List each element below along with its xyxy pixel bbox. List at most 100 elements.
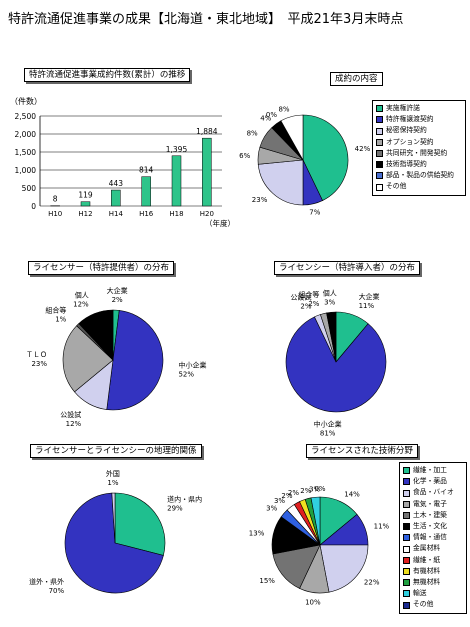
y-tick-label: 500 <box>22 184 37 193</box>
slice-percent-label: 11% <box>359 302 375 310</box>
slice-percent-label: 12% <box>73 301 89 309</box>
legend-item: 電気・電子 <box>403 499 463 510</box>
geography-title: ライセンサーとライセンシーの地理的関係 <box>30 444 202 458</box>
pie-slice <box>319 544 369 593</box>
legend-label: 金属材料 <box>413 544 441 553</box>
y-tick-label: 2,500 <box>15 112 37 121</box>
legend-item: 生活・文化 <box>403 521 463 532</box>
legend-swatch <box>403 523 410 531</box>
legend-item: 情報・通信 <box>403 532 463 543</box>
slice-percent-label: 52% <box>178 370 194 378</box>
pie-slice <box>302 114 349 201</box>
legend-label: 実施権許諾 <box>386 104 420 112</box>
legend-item: 繊維・紙 <box>403 555 463 566</box>
slice-percent-label: 6% <box>239 152 250 160</box>
slice-percent-label: 11% <box>374 523 390 531</box>
y-tick-label: 1,500 <box>15 148 37 157</box>
legend-label: 有機材料 <box>413 566 441 575</box>
slice-percent-label: 70% <box>49 587 65 595</box>
pie-slice <box>62 325 114 393</box>
tech-field-title: ライセンスされた技術分野 <box>306 444 418 458</box>
slice-percent-label: 1% <box>55 315 66 323</box>
x-tick-label: H16 <box>139 210 154 218</box>
slice-percent-label: 13% <box>249 530 265 538</box>
legend-item: 食品・バイオ <box>403 487 463 498</box>
slice-percent-label: 3% <box>266 504 277 512</box>
legend-item: 部品・製品の供給契約 <box>376 170 462 181</box>
slice-percent-label: 12% <box>66 420 82 428</box>
legend-swatch <box>403 556 410 564</box>
legend-item: 技術指導契約 <box>376 159 462 170</box>
pie-slice <box>280 114 304 162</box>
slice-percent-label: 3% <box>324 298 335 306</box>
slice-name-label: 個人 <box>323 288 337 297</box>
legend-item: 実施権許諾 <box>376 103 462 114</box>
legend-label: 情報・通信 <box>413 533 447 542</box>
slice-name-label: 道外・県外 <box>29 577 64 586</box>
pie-slice <box>257 159 304 206</box>
bar-chart-title: 特許流通促進事業成約件数(累計）の推移 <box>24 68 191 82</box>
slice-percent-label: 23% <box>252 196 268 204</box>
legend-label: 技術指導契約 <box>386 160 427 169</box>
bar-value-label: 814 <box>139 166 154 175</box>
legend-swatch <box>403 579 410 587</box>
slice-name-label: 中小企業 <box>178 360 206 369</box>
bar-value-label: 1,395 <box>166 145 188 154</box>
legend-item: 無機材料 <box>403 577 463 588</box>
pie-slice <box>78 309 114 361</box>
x-tick-label: H14 <box>109 210 124 218</box>
bar <box>171 155 182 207</box>
legend-swatch <box>403 489 410 497</box>
x-tick-label: H10 <box>48 210 62 218</box>
slice-name-label: 公設試 <box>290 293 311 302</box>
slice-percent-label: 8% <box>278 106 289 114</box>
legend-item: その他 <box>403 599 463 610</box>
slice-percent-label: 2% <box>300 303 311 311</box>
bar <box>202 137 212 207</box>
slice-percent-label: 0% <box>314 485 325 493</box>
x-tick-label: H12 <box>78 210 92 218</box>
slice-percent-label: 10% <box>305 599 321 607</box>
slice-percent-label: 42% <box>355 145 371 153</box>
bar-value-label: 119 <box>78 191 93 200</box>
pie-slice <box>106 310 164 411</box>
pie-slice <box>326 311 337 363</box>
legend-item: 金属材料 <box>403 543 463 554</box>
slice-percent-label: 1% <box>107 479 118 487</box>
pie-slice <box>310 496 321 546</box>
legend-item: 特許権譲渡契約 <box>376 114 462 125</box>
y-tick-label: 0 <box>31 202 36 211</box>
legend-item: 秘密保持契約 <box>376 125 462 136</box>
contract-content-title: 成約の内容 <box>330 72 383 86</box>
slice-percent-label: 2% <box>300 487 311 495</box>
licensor-title: ライセンサー（特許提供者）の分布 <box>28 261 175 275</box>
slice-name-label: 組合等 <box>45 305 66 314</box>
legend-label: 無機材料 <box>413 578 441 587</box>
legend-label: 土木・建築 <box>413 510 447 519</box>
slice-percent-label: 23% <box>31 360 47 368</box>
y-axis-label: （件数） <box>10 96 42 106</box>
slice-percent-label: 3% <box>274 497 285 505</box>
slice-percent-label: 81% <box>320 429 336 437</box>
legend-swatch <box>403 590 410 598</box>
legend-item: 土木・建築 <box>403 510 463 521</box>
legend-swatch <box>376 161 383 169</box>
legend-swatch <box>376 116 383 124</box>
legend-item: オプション契約 <box>376 137 462 148</box>
slice-percent-label: 8% <box>247 130 258 138</box>
slice-name-label: 個人 <box>75 291 89 300</box>
slice-name-label: 中小企業 <box>314 419 342 428</box>
bar-value-label: 1,884 <box>196 127 218 136</box>
legend-label: 電気・電子 <box>413 499 447 508</box>
x-tick-label: H18 <box>169 210 183 218</box>
legend-label: 繊維・紙 <box>413 555 441 564</box>
pie-slice <box>285 316 387 413</box>
slice-percent-label: 4% <box>260 115 271 123</box>
legend-swatch <box>403 467 410 475</box>
legend-label: その他 <box>386 182 407 191</box>
legend-label: 食品・バイオ <box>413 488 454 497</box>
legend-swatch <box>403 511 410 519</box>
bar-value-label: 8 <box>53 195 58 204</box>
slice-percent-label: 7% <box>309 209 320 217</box>
